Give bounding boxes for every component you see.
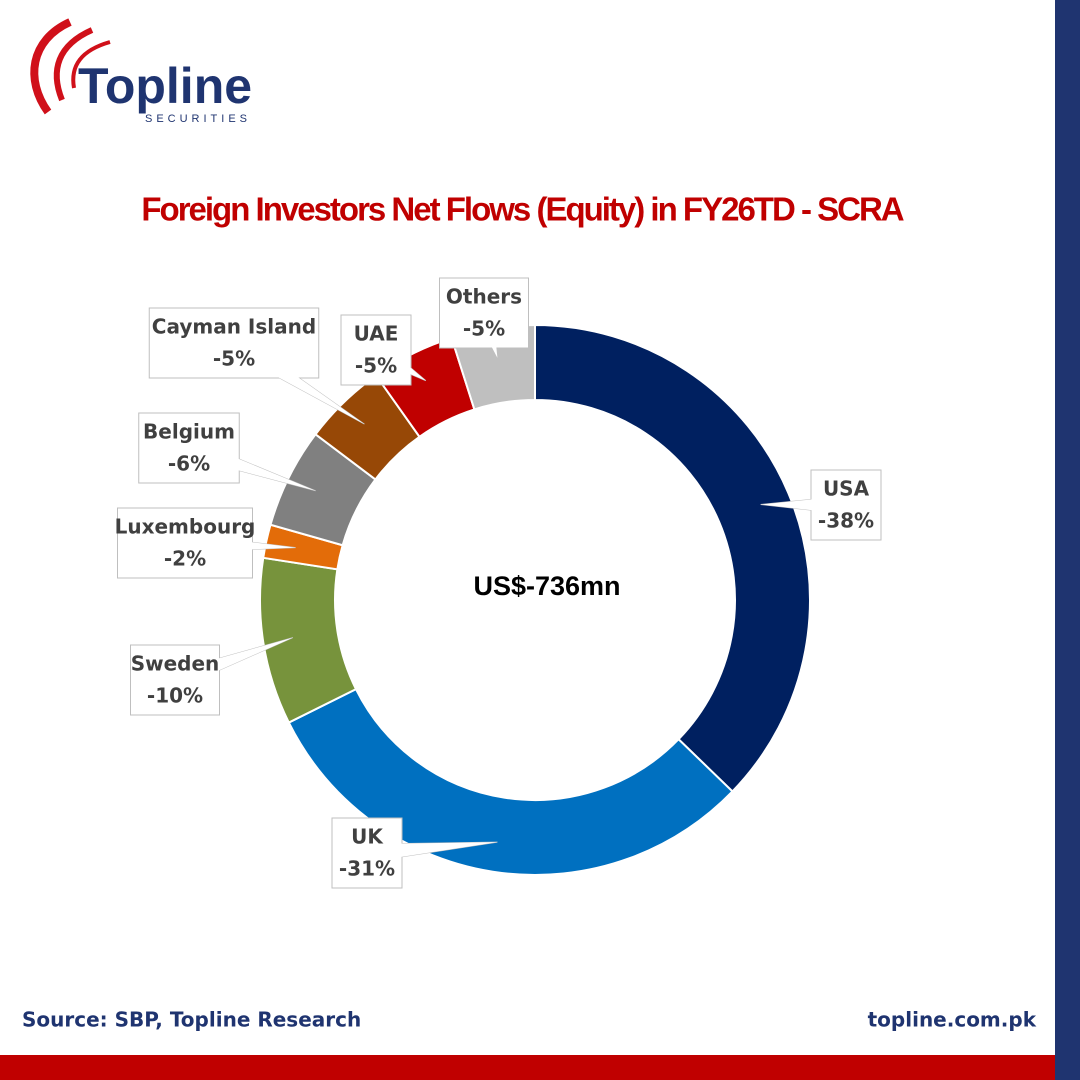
logo-swoosh (30, 18, 72, 115)
donut-slice (534, 323, 811, 793)
value-label: -31% (339, 857, 395, 881)
donut-chart: USA -38% UK -31% Sweden -10% Luxembourg -2% Belg… (115, 277, 882, 889)
value-label: -38% (818, 509, 874, 533)
category-label: UAE (354, 322, 399, 346)
category-label: Others (446, 285, 522, 309)
callout-pointer-fill (475, 310, 498, 358)
callout-pointer-fill (186, 439, 316, 491)
category-label: Belgium (143, 420, 235, 444)
logo: Topline SECURITIES (30, 18, 252, 125)
callout-pointer-fill (184, 534, 296, 552)
callout: Luxembourg -2% (115, 507, 296, 579)
center-label: US$-736mn (473, 571, 620, 601)
value-label: -6% (168, 452, 210, 476)
value-label: -10% (147, 684, 203, 708)
category-label: Cayman Island (152, 315, 316, 339)
value-label: -5% (213, 347, 255, 371)
value-label: -2% (164, 547, 206, 571)
source: Source: SBP, Topline Research (22, 1008, 361, 1032)
website: topline.com.pk (868, 1008, 1037, 1032)
category-label: Sweden (131, 652, 220, 676)
category-label: UK (351, 825, 384, 849)
callout-pointer-fill (371, 342, 426, 381)
callout: Cayman Island -5% (148, 307, 365, 425)
callout: UAE -5% (340, 314, 427, 386)
callout: Belgium -6% (138, 412, 316, 492)
callout-pointer-fill (229, 335, 365, 425)
callout: USA -38% (760, 469, 882, 541)
category-label: Luxembourg (115, 515, 256, 539)
callout: Others -5% (439, 277, 529, 359)
logo-name: Topline (78, 58, 252, 114)
value-label: -5% (355, 354, 397, 378)
callout-pointer-fill (760, 496, 847, 514)
side-bar (1055, 0, 1080, 1080)
value-label: -5% (463, 317, 505, 341)
logo-subtitle: SECURITIES (145, 113, 251, 125)
chart-title: Foreign Investors Net Flows (Equity) in … (141, 191, 903, 228)
category-label: USA (823, 477, 870, 501)
callout-pointer-fill (366, 842, 498, 862)
logo-swoosh (53, 27, 94, 102)
callout: UK -31% (331, 817, 498, 889)
logo-swoosh (71, 40, 111, 89)
callout-pointer-fill (171, 637, 293, 689)
callout: Sweden -10% (130, 637, 294, 716)
bottom-bar (0, 1055, 1055, 1080)
